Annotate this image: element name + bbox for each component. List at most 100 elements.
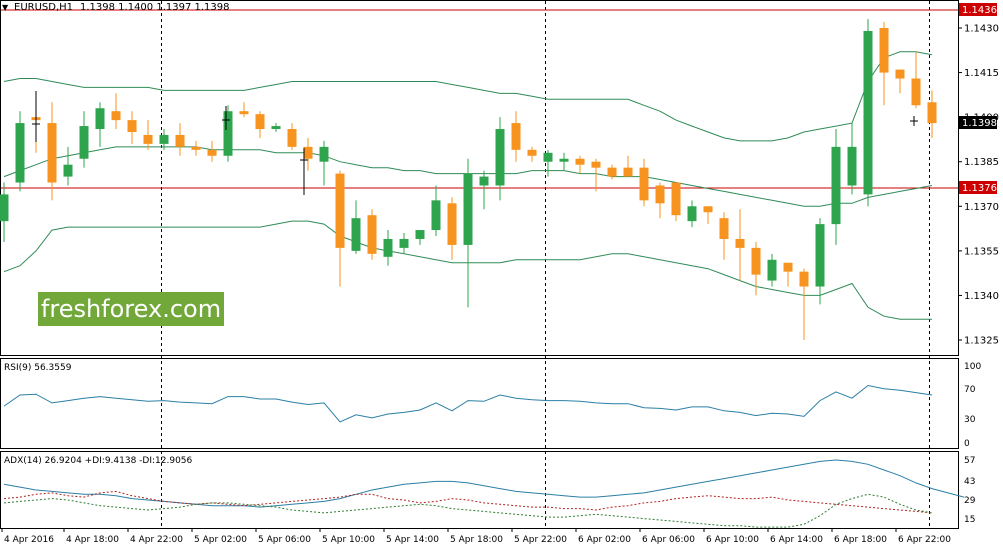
candle-body <box>463 173 473 245</box>
candle-body <box>783 262 793 272</box>
adx-level-29: 29 <box>964 496 976 506</box>
candle-body <box>335 173 345 248</box>
time-tick-label: 6 Apr 22:00 <box>898 535 951 545</box>
price-tag-top: 1.1436 <box>962 5 997 16</box>
candle-body <box>847 146 857 186</box>
price-tick-label: 1.1370 <box>964 202 999 213</box>
candle-body <box>255 114 265 130</box>
freshforex-watermark: freshforex.com <box>38 292 224 326</box>
candle-body <box>79 126 89 159</box>
ohlc-readout: 1.1398 1.1400 1.1397 1.1398 <box>80 2 230 13</box>
candle-body <box>815 224 825 287</box>
candle-body <box>607 167 617 177</box>
candle-body <box>175 134 185 147</box>
time-tick-label: 4 Apr 18:00 <box>66 535 119 545</box>
rsi-level-30: 30 <box>964 415 976 425</box>
candle-body <box>431 200 441 231</box>
price-tag-bottom: 1.1376 <box>962 183 997 194</box>
price-tick-label: 1.1415 <box>964 68 999 79</box>
candle-body <box>639 167 649 201</box>
candle-body <box>367 215 377 254</box>
time-tick-label: 5 Apr 02:00 <box>194 535 247 545</box>
adx-label: ADX(14) 26.9204 +DI:9.4138 -DI:12.9056 <box>4 456 193 466</box>
minus-di-line <box>3 493 933 528</box>
candle-body <box>719 218 729 239</box>
symbol-label: EURUSD,H1 <box>14 2 73 13</box>
price-tick-label: 1.1430 <box>964 24 999 35</box>
candle-body <box>47 123 57 183</box>
triangle-down-icon[interactable]: ▼ <box>2 3 9 12</box>
price-tick-label: 1.1340 <box>964 291 999 302</box>
price-tag-current-bg <box>959 116 997 129</box>
candle-body <box>687 206 697 222</box>
candle-body <box>655 185 665 204</box>
candle-body <box>303 146 313 159</box>
candle-body <box>479 176 489 186</box>
rsi-level-70: 70 <box>964 385 976 395</box>
day-separators <box>161 1 930 528</box>
main-panel-frame <box>0 0 959 356</box>
price-tag-top-bg <box>959 3 997 16</box>
time-tick-label: 5 Apr 14:00 <box>386 535 439 545</box>
time-tick-label: 4 Apr 2016 <box>4 535 54 545</box>
candle-body <box>415 230 425 239</box>
candle-body <box>671 182 681 216</box>
candle-body <box>127 120 137 132</box>
candle-body <box>575 158 585 165</box>
candle-body <box>15 123 25 183</box>
candle-body <box>143 134 153 144</box>
candle-body <box>863 30 873 195</box>
candle-body <box>383 238 393 257</box>
price-tag-bottom-bg <box>959 181 997 194</box>
rsi-label: RSI(9) 56.3559 <box>4 363 72 373</box>
adx-level-57: 57 <box>964 456 975 466</box>
time-tick-label: 6 Apr 02:00 <box>578 535 631 545</box>
time-tick-label: 5 Apr 06:00 <box>258 535 311 545</box>
candle-body <box>879 28 889 73</box>
candle-body <box>895 69 905 79</box>
candle-body <box>319 146 329 162</box>
candle-body <box>239 111 249 115</box>
rsi-level-100: 100 <box>964 362 981 372</box>
price-tick-label: 1.1385 <box>964 157 999 168</box>
candle-body <box>0 194 9 222</box>
time-tick-label: 5 Apr 10:00 <box>322 535 375 545</box>
plus-di-line <box>3 490 933 514</box>
candle-body <box>911 78 921 106</box>
candlestick-series <box>0 19 937 340</box>
price-tick-label: 1.1325 <box>964 336 999 347</box>
candle-body <box>191 146 201 150</box>
candle-body <box>735 238 745 248</box>
time-tick-label: 5 Apr 22:00 <box>514 535 567 545</box>
candle-body <box>527 149 537 156</box>
candle-body <box>111 111 121 121</box>
candle-body <box>63 164 73 177</box>
candle-body <box>623 167 633 177</box>
candle-body <box>271 126 281 130</box>
time-tick-label: 4 Apr 22:00 <box>130 535 183 545</box>
candle-body <box>95 108 105 130</box>
candle-body <box>511 123 521 150</box>
candle-body <box>767 259 777 281</box>
time-tick-label: 6 Apr 18:00 <box>834 535 887 545</box>
candle-body <box>703 206 713 213</box>
time-axis: 4 Apr 2016 4 Apr 18:00 4 Apr 22:00 5 Apr 02… <box>1 528 951 545</box>
rsi-line <box>3 384 933 423</box>
crosshair-mark <box>32 91 918 195</box>
candle-body <box>399 238 409 248</box>
candle-body <box>447 203 457 245</box>
time-tick-label: 6 Apr 10:00 <box>706 535 759 545</box>
price-tick-label: 1.1355 <box>964 246 999 257</box>
candle-body <box>223 111 233 156</box>
time-tick-label: 6 Apr 06:00 <box>642 535 695 545</box>
rsi-level-0: 0 <box>964 439 970 449</box>
adx-line <box>3 459 965 508</box>
candle-body <box>543 152 553 162</box>
candle-body <box>559 158 569 162</box>
candle-body <box>495 129 505 186</box>
price-tag-current: 1.1398 <box>962 118 997 129</box>
rsi-panel-frame <box>0 358 959 449</box>
adx-panel-frame <box>0 451 959 529</box>
candle-body <box>287 129 297 147</box>
